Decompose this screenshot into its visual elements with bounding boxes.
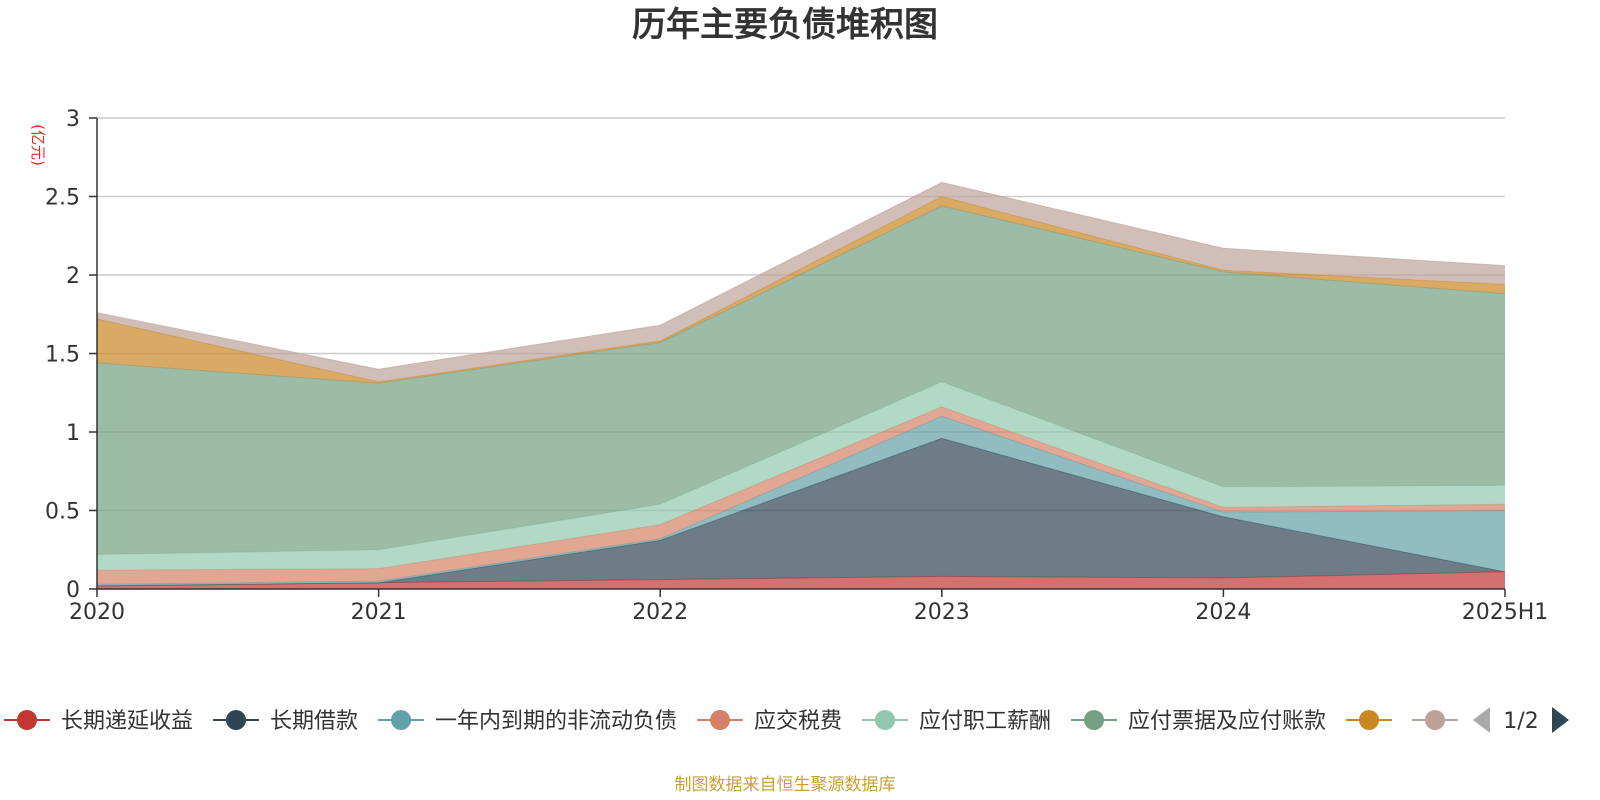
- legend-item-4[interactable]: 应交税费: [697, 709, 842, 734]
- x-tick-label: 2025H1: [1462, 600, 1549, 625]
- area-series-1[interactable]: [97, 571, 1505, 589]
- chart-title: 历年主要负债堆积图: [632, 5, 938, 45]
- legend-marker: [1084, 710, 1104, 730]
- legend-marker: [1425, 710, 1445, 730]
- y-tick-label: 1: [66, 421, 80, 446]
- x-tick-label: 2023: [914, 600, 970, 625]
- x-tick-label: 2024: [1195, 600, 1251, 625]
- legend-item-2[interactable]: 长期借款: [213, 709, 358, 734]
- area-series-7[interactable]: [97, 196, 1505, 384]
- legend-label: 应付职工薪酬: [919, 709, 1051, 734]
- legend-item-7[interactable]: [1346, 710, 1392, 730]
- x-tick-label: 2021: [351, 600, 407, 625]
- legend-label: 应交税费: [754, 709, 842, 734]
- data-source-note: 制图数据来自恒生聚源数据库: [675, 775, 896, 795]
- legend-label: 长期递延收益: [61, 709, 193, 734]
- y-tick-label: 2.5: [45, 186, 80, 211]
- y-tick-label: 2: [66, 264, 80, 289]
- legend-item-6[interactable]: 应付票据及应付账款: [1071, 709, 1326, 734]
- y-axis-unit-label: (亿元): [29, 124, 47, 166]
- y-tick-label: 0: [66, 578, 80, 603]
- legend-item-8[interactable]: [1412, 710, 1458, 730]
- legend-prev-page-icon[interactable]: [1473, 707, 1490, 733]
- legend-marker: [17, 710, 37, 730]
- y-tick-label: 3: [66, 107, 80, 132]
- legend-item-3[interactable]: 一年内到期的非流动负债: [378, 709, 677, 734]
- x-tick-label: 2022: [632, 600, 688, 625]
- area-series-8-edge: [96, 181, 1506, 370]
- area-series-group: [96, 181, 1506, 589]
- legend-marker: [1359, 710, 1379, 730]
- area-series-6[interactable]: [97, 205, 1505, 555]
- legend-marker: [875, 710, 895, 730]
- legend-page-indicator: 1/2: [1503, 709, 1538, 734]
- legend-item-5[interactable]: 应付职工薪酬: [862, 709, 1051, 734]
- legend-next-page-icon[interactable]: [1552, 707, 1569, 733]
- y-tick-label: 1.5: [45, 343, 80, 368]
- legend-label: 一年内到期的非流动负债: [435, 709, 677, 734]
- legend-marker: [226, 710, 246, 730]
- legend-item-1[interactable]: 长期递延收益: [4, 709, 193, 734]
- y-tick-label: 0.5: [45, 500, 80, 525]
- axes: 0 0.5 1 1.5 2 2.5 3 2020 2021 2022 2023 2024 2025H1: [45, 107, 1548, 625]
- area-series-7-edge: [96, 195, 1506, 383]
- legend-label: 应付票据及应付账款: [1128, 709, 1326, 734]
- legend-marker: [710, 710, 730, 730]
- legend-marker: [391, 710, 411, 730]
- area-series-2[interactable]: [97, 438, 1505, 586]
- legend-pager: 1/2: [1473, 707, 1569, 734]
- legend-label: 长期借款: [270, 709, 358, 734]
- x-tick-label: 2020: [69, 600, 125, 625]
- legend: 长期递延收益 长期借款 一年内到期的非流动负债 应交税费 应付职工薪酬 应付票据及应付账款…: [4, 707, 1569, 734]
